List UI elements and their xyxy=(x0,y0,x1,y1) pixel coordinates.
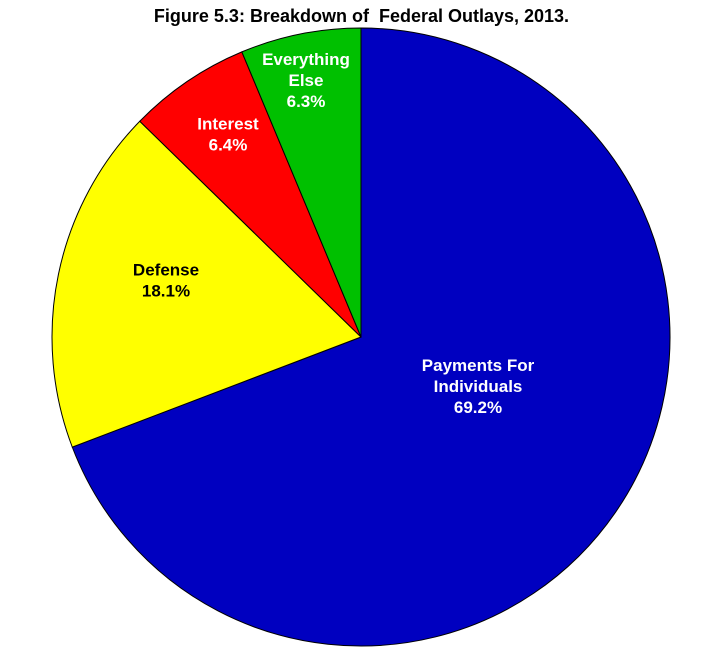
slice-name-label: Everything xyxy=(262,50,350,69)
pie-slice-2 xyxy=(139,51,362,338)
slice-label-1: Defense 18.1% xyxy=(133,261,199,301)
slice-name-label: Individuals xyxy=(434,377,523,396)
pie-slice-3 xyxy=(241,27,362,338)
chart-title: Figure 5.3: Breakdown of Federal Outlays… xyxy=(153,6,570,26)
slice-name-label: Interest xyxy=(197,115,259,134)
pie-slice-1 xyxy=(51,120,362,448)
slice-name-label: Defense xyxy=(133,261,199,280)
slice-name-label: Else xyxy=(289,71,324,90)
slice-label-3: Everything Else 6.3% xyxy=(262,50,350,111)
pie-slice-0 xyxy=(71,27,671,647)
slice-percent-label: 69.2% xyxy=(454,398,502,417)
slice-percent-label: 18.1% xyxy=(142,282,190,301)
pie-labels: Payments For Individuals 69.2% Defense 18.1%… xyxy=(133,50,535,417)
slice-label-2: Interest 6.4% xyxy=(197,115,259,155)
slice-percent-label: 6.3% xyxy=(287,92,326,111)
slice-label-0: Payments For Individuals 69.2% xyxy=(422,356,535,417)
slice-percent-label: 6.4% xyxy=(209,136,248,155)
pie-slices xyxy=(51,27,671,647)
slice-name-label: Payments For xyxy=(422,356,535,375)
